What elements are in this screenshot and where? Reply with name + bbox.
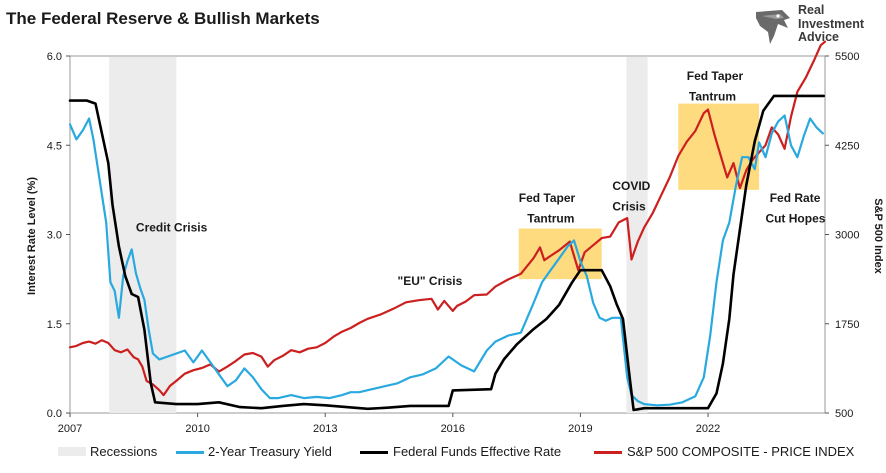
legend-swatch-fed-funds <box>360 451 388 454</box>
annotation-8: Fed Rate <box>770 191 821 205</box>
legend-label-recessions: Recessions <box>90 444 158 459</box>
annotations: Credit Crisis "EU" Crisis Fed Taper Tantrum… <box>136 69 826 288</box>
brand-line-1: Real <box>798 3 825 17</box>
y2-axis-label: S&P 500 Index <box>872 198 884 274</box>
annotation-4: COVID <box>612 179 650 193</box>
y-tick-label-1: 1.5 <box>47 319 62 331</box>
brand-line-3: Advice <box>798 30 839 44</box>
legend-label-sp500: S&P 500 COMPOSITE - PRICE INDEX <box>627 444 855 459</box>
legend-label-fed-funds: Federal Funds Effective Rate <box>393 444 562 459</box>
y-tick-label-2: 3.0 <box>47 230 62 242</box>
series-line-fed-funds <box>68 94 825 412</box>
annotation-1: "EU" Crisis <box>398 274 463 288</box>
legend-label-treasury: 2-Year Treasury Yield <box>208 444 332 459</box>
y-tick-label-4: 6.0 <box>47 51 62 63</box>
y-axis-left: 0.0 1.5 3.0 4.5 6.0 <box>47 51 70 420</box>
y2-tick-label-1: 1750 <box>835 319 859 331</box>
legend-swatch-recessions <box>58 447 86 456</box>
series-lines <box>68 40 827 412</box>
y2-tick-label-2: 3000 <box>835 230 859 242</box>
recession-band-1 <box>626 57 648 413</box>
brand-logo: Real Investment Advice <box>750 3 884 46</box>
y2-tick-label-0: 500 <box>835 408 853 420</box>
annotation-6: Fed Taper <box>687 69 744 83</box>
legend-swatch-treasury <box>176 451 204 454</box>
brand-name: Real Investment Advice <box>798 3 864 45</box>
x-axis: 2007 2010 2013 2016 2019 2022 <box>58 413 720 435</box>
page-title: The Federal Reserve & Bullish Markets <box>6 9 320 28</box>
annotation-2: Fed Taper <box>519 191 576 205</box>
annotation-9: Cut Hopes <box>765 212 825 226</box>
y-tick-label-0: 0.0 <box>47 408 62 420</box>
y-tick-label-3: 4.5 <box>47 140 62 152</box>
highlight-box-0 <box>518 228 602 280</box>
y-axis-label: Interest Rate Level (%) <box>26 177 38 295</box>
series-line-treasury <box>68 114 824 407</box>
x-tick-label-0: 2007 <box>58 423 82 435</box>
annotation-5: Crisis <box>612 200 646 214</box>
y2-tick-label-4: 5500 <box>835 51 859 63</box>
y2-tick-label-3: 4250 <box>835 140 859 152</box>
y-axis-right: 500 1750 3000 4250 5500 <box>825 51 859 420</box>
annotation-7: Tantrum <box>689 90 736 104</box>
recession-band-0 <box>109 57 177 413</box>
x-tick-label-1: 2010 <box>185 423 209 435</box>
eagle-head-icon <box>756 10 790 44</box>
legend: Recessions 2-Year Treasury Yield Federal… <box>0 440 886 466</box>
x-tick-label-3: 2016 <box>441 423 465 435</box>
series-line-sp500 <box>68 40 827 397</box>
legend-swatch-sp500 <box>594 451 622 454</box>
recession-bands <box>109 57 648 413</box>
x-tick-label-5: 2022 <box>696 423 720 435</box>
annotation-3: Tantrum <box>527 212 574 226</box>
annotation-0: Credit Crisis <box>136 221 208 235</box>
brand-line-2: Investment <box>798 16 864 31</box>
x-tick-label-2: 2013 <box>313 423 337 435</box>
x-tick-label-4: 2019 <box>568 423 592 435</box>
